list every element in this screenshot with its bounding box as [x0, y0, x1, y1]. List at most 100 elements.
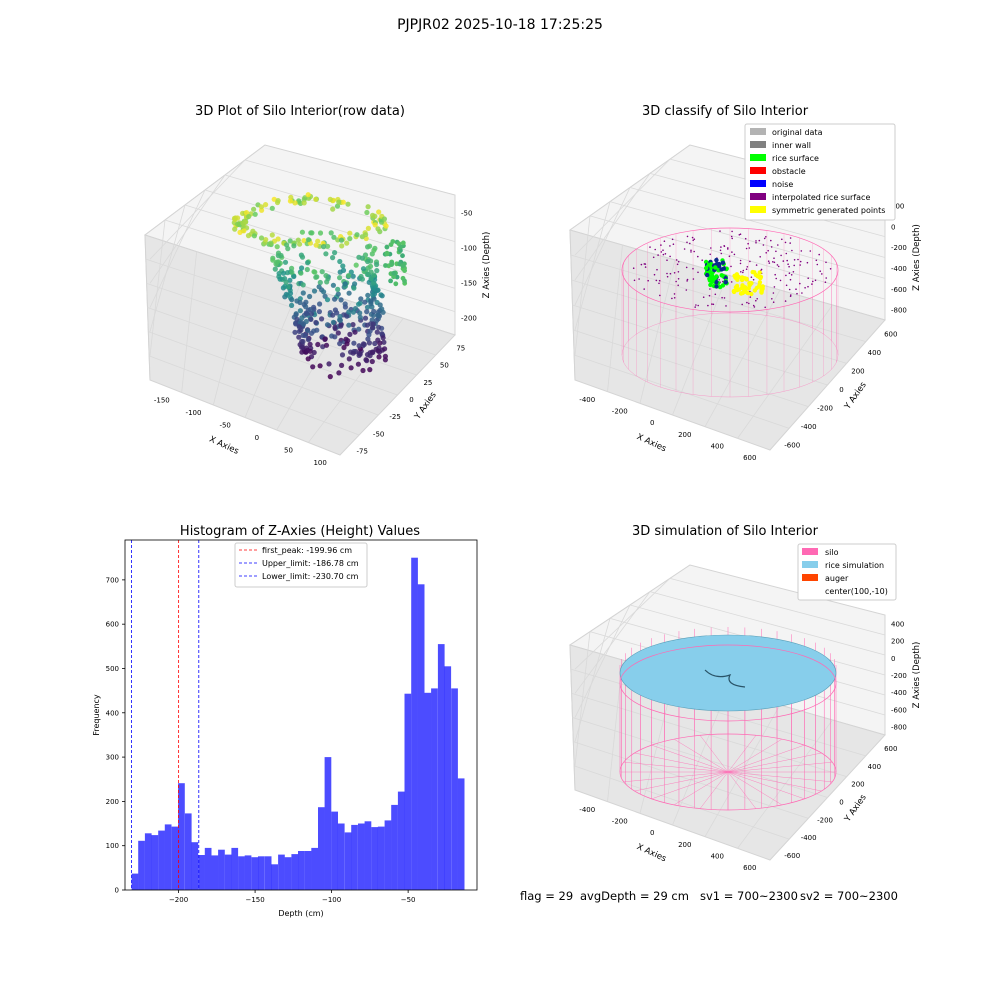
simulation-silo-spoke	[727, 771, 833, 783]
histogram-y-tick-label: 0	[115, 887, 119, 895]
raw-point	[352, 281, 358, 287]
classify-y-tick-label: 200	[851, 367, 864, 375]
raw-point	[376, 324, 382, 330]
histogram-bar	[251, 857, 259, 890]
raw-point	[323, 251, 329, 257]
classify-interp-point	[752, 278, 755, 281]
histogram-bar	[384, 820, 392, 890]
classify-interp-point	[685, 266, 688, 269]
raw-point	[308, 316, 314, 322]
raw-point	[278, 252, 284, 259]
classify-interp-point	[788, 272, 791, 274]
classify-sym-point	[757, 280, 763, 285]
classify-interp-point	[793, 259, 796, 261]
histogram-y-tick-label: 400	[106, 709, 119, 717]
raw-point	[305, 337, 311, 343]
raw-point	[308, 330, 315, 336]
classify-interp-point	[762, 244, 765, 246]
simulation-silo-spoke	[727, 738, 783, 773]
raw-point	[307, 341, 313, 347]
classify-sym-point	[736, 287, 742, 292]
classify-rice-point	[708, 276, 714, 282]
classify-interp-point	[755, 240, 757, 242]
raw-point	[350, 322, 356, 328]
classify-rice-point	[714, 284, 719, 289]
raw-point	[282, 283, 288, 289]
histogram-title: Histogram of Z-Axies (Height) Values	[179, 524, 421, 539]
classify-interp-point	[662, 253, 665, 256]
simulation-silo-spoke	[727, 744, 805, 773]
classify-interp-point	[770, 246, 773, 248]
classify-interp-point	[730, 235, 733, 238]
raw-point	[363, 357, 369, 363]
raw-point	[232, 217, 238, 223]
histogram-bar	[291, 854, 299, 890]
raw-point	[340, 199, 346, 205]
classify-interp-point	[669, 255, 671, 258]
raw-point	[352, 329, 358, 335]
classify-interp-point	[710, 247, 712, 249]
raw-point	[330, 319, 336, 325]
classify-legend-swatch	[750, 180, 766, 187]
classify-interp-point	[755, 242, 757, 244]
classify-sym-point	[750, 269, 755, 275]
classify-grid-line	[609, 201, 886, 279]
raw-point	[366, 340, 372, 346]
classify-interp-point	[785, 252, 788, 255]
histogram-y-axis-label: Frequency	[92, 694, 101, 736]
classify-interp-point	[697, 271, 699, 274]
classify-interp-point	[772, 292, 775, 294]
raw-y-tick-label: -25	[389, 413, 400, 421]
raw-point	[316, 284, 322, 290]
raw-point	[258, 235, 265, 241]
raw-x-axis-label: X Axies	[208, 435, 241, 458]
raw-point	[298, 320, 305, 326]
raw-point	[364, 209, 370, 216]
simulation-z-tick-label: 400	[891, 621, 904, 629]
raw-point	[305, 328, 311, 334]
classify-interp-point	[677, 284, 679, 287]
raw-x-tick-label: 0	[255, 434, 259, 442]
classify-grid-line	[574, 187, 631, 306]
raw-y-tick-label: 0	[409, 396, 413, 404]
raw-point	[334, 203, 341, 209]
classify-interp-point	[781, 238, 783, 241]
classify-rice-point	[709, 273, 715, 278]
classify-interp-point	[675, 259, 678, 261]
histogram-frame	[124, 539, 478, 891]
raw-point	[350, 350, 356, 356]
raw-point	[354, 232, 360, 238]
raw-point	[322, 336, 328, 342]
classify-interp-point	[825, 277, 827, 279]
classify-interp-point	[786, 259, 788, 262]
simulation-silo-spoke	[634, 752, 729, 773]
raw-y-tick-label: 50	[440, 362, 449, 370]
classify-interp-point	[719, 230, 721, 232]
histogram-x-tick-label: −50	[401, 896, 416, 904]
raw-point	[314, 327, 320, 333]
raw-point	[330, 255, 336, 261]
histogram-bar	[244, 855, 252, 890]
classify-interp-point	[785, 284, 788, 287]
raw-point	[363, 232, 369, 238]
histogram-bar	[298, 851, 305, 890]
classify-interp-point	[656, 268, 658, 271]
raw-point	[296, 324, 302, 330]
classify-interp-point	[776, 264, 779, 266]
classify-interp-point	[720, 252, 723, 255]
raw-point	[325, 243, 331, 249]
classify-interp-point	[819, 270, 821, 272]
classify-interp-point	[742, 271, 744, 274]
classify-legend-label: original data	[772, 128, 823, 137]
classify-interp-point	[739, 262, 742, 265]
classify-interp-point	[807, 277, 809, 279]
classify-rice-point	[704, 265, 709, 271]
raw-point	[337, 313, 343, 320]
classify-interp-point	[701, 259, 703, 261]
classify-interp-point	[811, 283, 813, 285]
classify-sym-point	[749, 291, 754, 297]
histogram-bar	[284, 857, 292, 890]
classify-interp-point	[649, 246, 651, 248]
histogram-bar	[318, 807, 325, 890]
raw-point	[364, 309, 370, 315]
